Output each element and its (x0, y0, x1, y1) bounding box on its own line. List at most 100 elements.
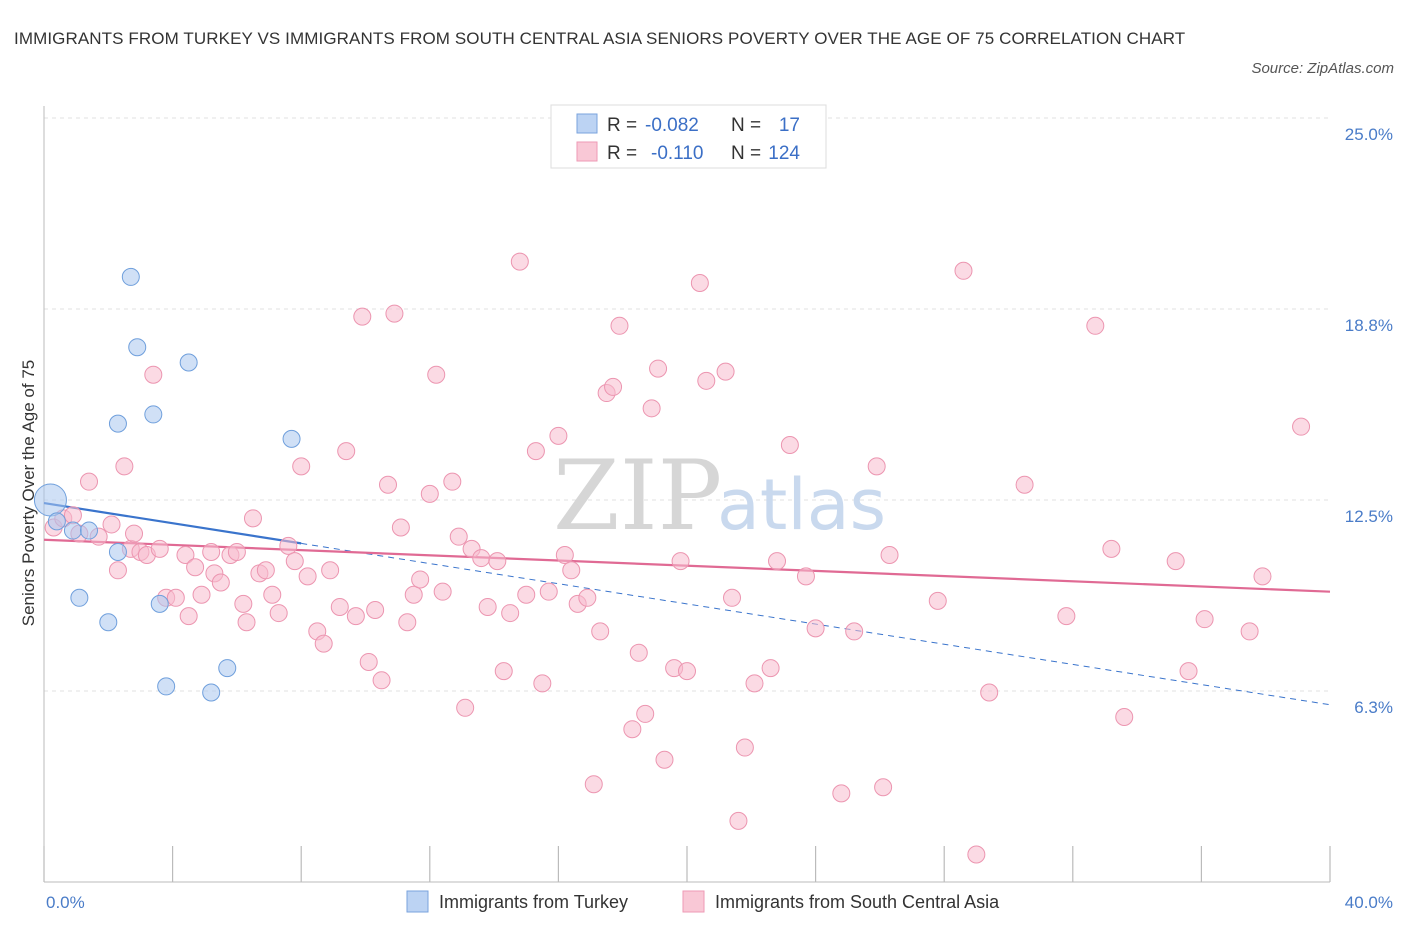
point-sca-21 (202, 542, 221, 561)
point-sca-28 (243, 509, 262, 528)
legend-r-label-turkey: R = (607, 115, 637, 136)
point-sca-35 (292, 457, 311, 476)
point-sca-111 (1057, 607, 1076, 626)
point-sca-116 (1179, 662, 1198, 681)
point-sca-99 (796, 567, 815, 586)
legend-swatch-sca (576, 141, 598, 162)
bottom-legend-label-turkey: Immigrants from Turkey (439, 892, 628, 912)
point-sca-95 (745, 674, 764, 693)
point-turkey-3 (80, 521, 99, 540)
point-turkey-10 (144, 405, 163, 424)
point-sca-72 (562, 561, 581, 580)
point-sca-31 (263, 585, 282, 604)
y-tick-label-2: 12.5% (1345, 507, 1393, 526)
point-sca-52 (411, 570, 430, 589)
point-sca-113 (1102, 539, 1121, 558)
point-sca-57 (449, 527, 468, 546)
legend-n-value-turkey: 17 (779, 115, 800, 136)
point-sca-118 (1240, 622, 1259, 641)
point-sca-69 (539, 582, 558, 601)
legend-n-label-sca: N = (731, 143, 761, 164)
point-sca-41 (337, 442, 356, 461)
point-sca-49 (391, 518, 410, 537)
legend-r-label-sca: R = (607, 143, 637, 164)
point-turkey-9 (128, 338, 147, 357)
point-sca-75 (584, 775, 603, 794)
point-sca-23 (211, 573, 230, 592)
legend-swatch-turkey (576, 113, 598, 134)
point-sca-42 (346, 607, 365, 626)
point-sca-115 (1166, 552, 1185, 571)
point-sca-93 (729, 811, 748, 830)
y-tick-label-1: 18.8% (1345, 316, 1393, 335)
bottom-legend-swatch-turkey (406, 890, 429, 913)
point-sca-62 (488, 552, 507, 571)
point-sca-2 (63, 506, 82, 525)
point-sca-101 (832, 784, 851, 803)
point-sca-48 (385, 304, 404, 323)
point-sca-98 (780, 435, 799, 454)
point-sca-94 (735, 738, 754, 757)
x-tick-label-min: 0.0% (46, 893, 85, 912)
legend-n-label-turkey: N = (731, 115, 761, 136)
point-sca-25 (227, 542, 246, 561)
point-sca-55 (433, 582, 452, 601)
point-sca-81 (629, 643, 648, 662)
point-sca-76 (591, 622, 610, 641)
point-turkey-12 (157, 677, 176, 696)
legend-r-value-sca: -0.110 (651, 143, 703, 164)
point-sca-83 (642, 399, 661, 418)
point-sca-4 (80, 472, 99, 491)
point-sca-34 (285, 552, 304, 571)
chart-source: Source: ZipAtlas.com (1251, 60, 1394, 77)
point-sca-109 (980, 683, 999, 702)
point-sca-107 (954, 261, 973, 280)
point-sca-102 (845, 622, 864, 641)
point-sca-78 (604, 377, 623, 396)
point-sca-91 (716, 362, 735, 381)
point-sca-6 (102, 515, 121, 534)
point-sca-120 (1292, 417, 1311, 436)
point-sca-88 (678, 662, 696, 681)
point-turkey-2 (63, 521, 82, 540)
legend-n-value-sca: 124 (768, 143, 800, 164)
point-sca-64 (501, 604, 520, 623)
point-turkey-6 (99, 613, 118, 632)
point-sca-30 (256, 561, 275, 580)
point-sca-117 (1195, 610, 1214, 629)
point-sca-70 (549, 426, 568, 445)
point-sca-18 (179, 607, 198, 626)
point-sca-60 (472, 549, 491, 568)
point-sca-84 (649, 359, 668, 378)
point-sca-100 (806, 619, 825, 638)
point-turkey-14 (202, 683, 221, 702)
watermark-atlas: atlas (717, 464, 886, 546)
bottom-legend-swatch-sca (682, 890, 705, 913)
point-sca-10 (125, 524, 144, 543)
point-turkey-7 (108, 542, 127, 561)
point-sca-45 (366, 601, 385, 620)
point-sca-56 (443, 472, 462, 491)
point-sca-39 (321, 561, 340, 580)
point-sca-108 (967, 845, 986, 864)
legend-box: R = -0.082 N = 17 R = -0.110 N = 124 (550, 104, 827, 169)
point-sca-79 (610, 316, 629, 335)
y-tick-label-3: 6.3% (1354, 698, 1393, 717)
point-sca-105 (880, 546, 899, 565)
point-turkey-5 (70, 588, 89, 607)
point-sca-36 (298, 567, 317, 586)
point-sca-112 (1086, 316, 1105, 335)
data-points (33, 252, 1311, 864)
point-turkey-15 (218, 659, 237, 678)
point-sca-74 (578, 588, 597, 607)
point-sca-27 (237, 613, 256, 632)
point-sca-54 (427, 365, 446, 384)
legend-r-value-turkey: -0.082 (645, 115, 699, 136)
y-tick-labels: 25.0% 18.8% 12.5% 6.3% (1345, 125, 1393, 717)
point-sca-26 (234, 594, 253, 613)
point-turkey-1 (47, 512, 66, 531)
point-sca-71 (555, 546, 574, 565)
point-sca-47 (379, 475, 398, 494)
point-sca-40 (330, 597, 349, 616)
